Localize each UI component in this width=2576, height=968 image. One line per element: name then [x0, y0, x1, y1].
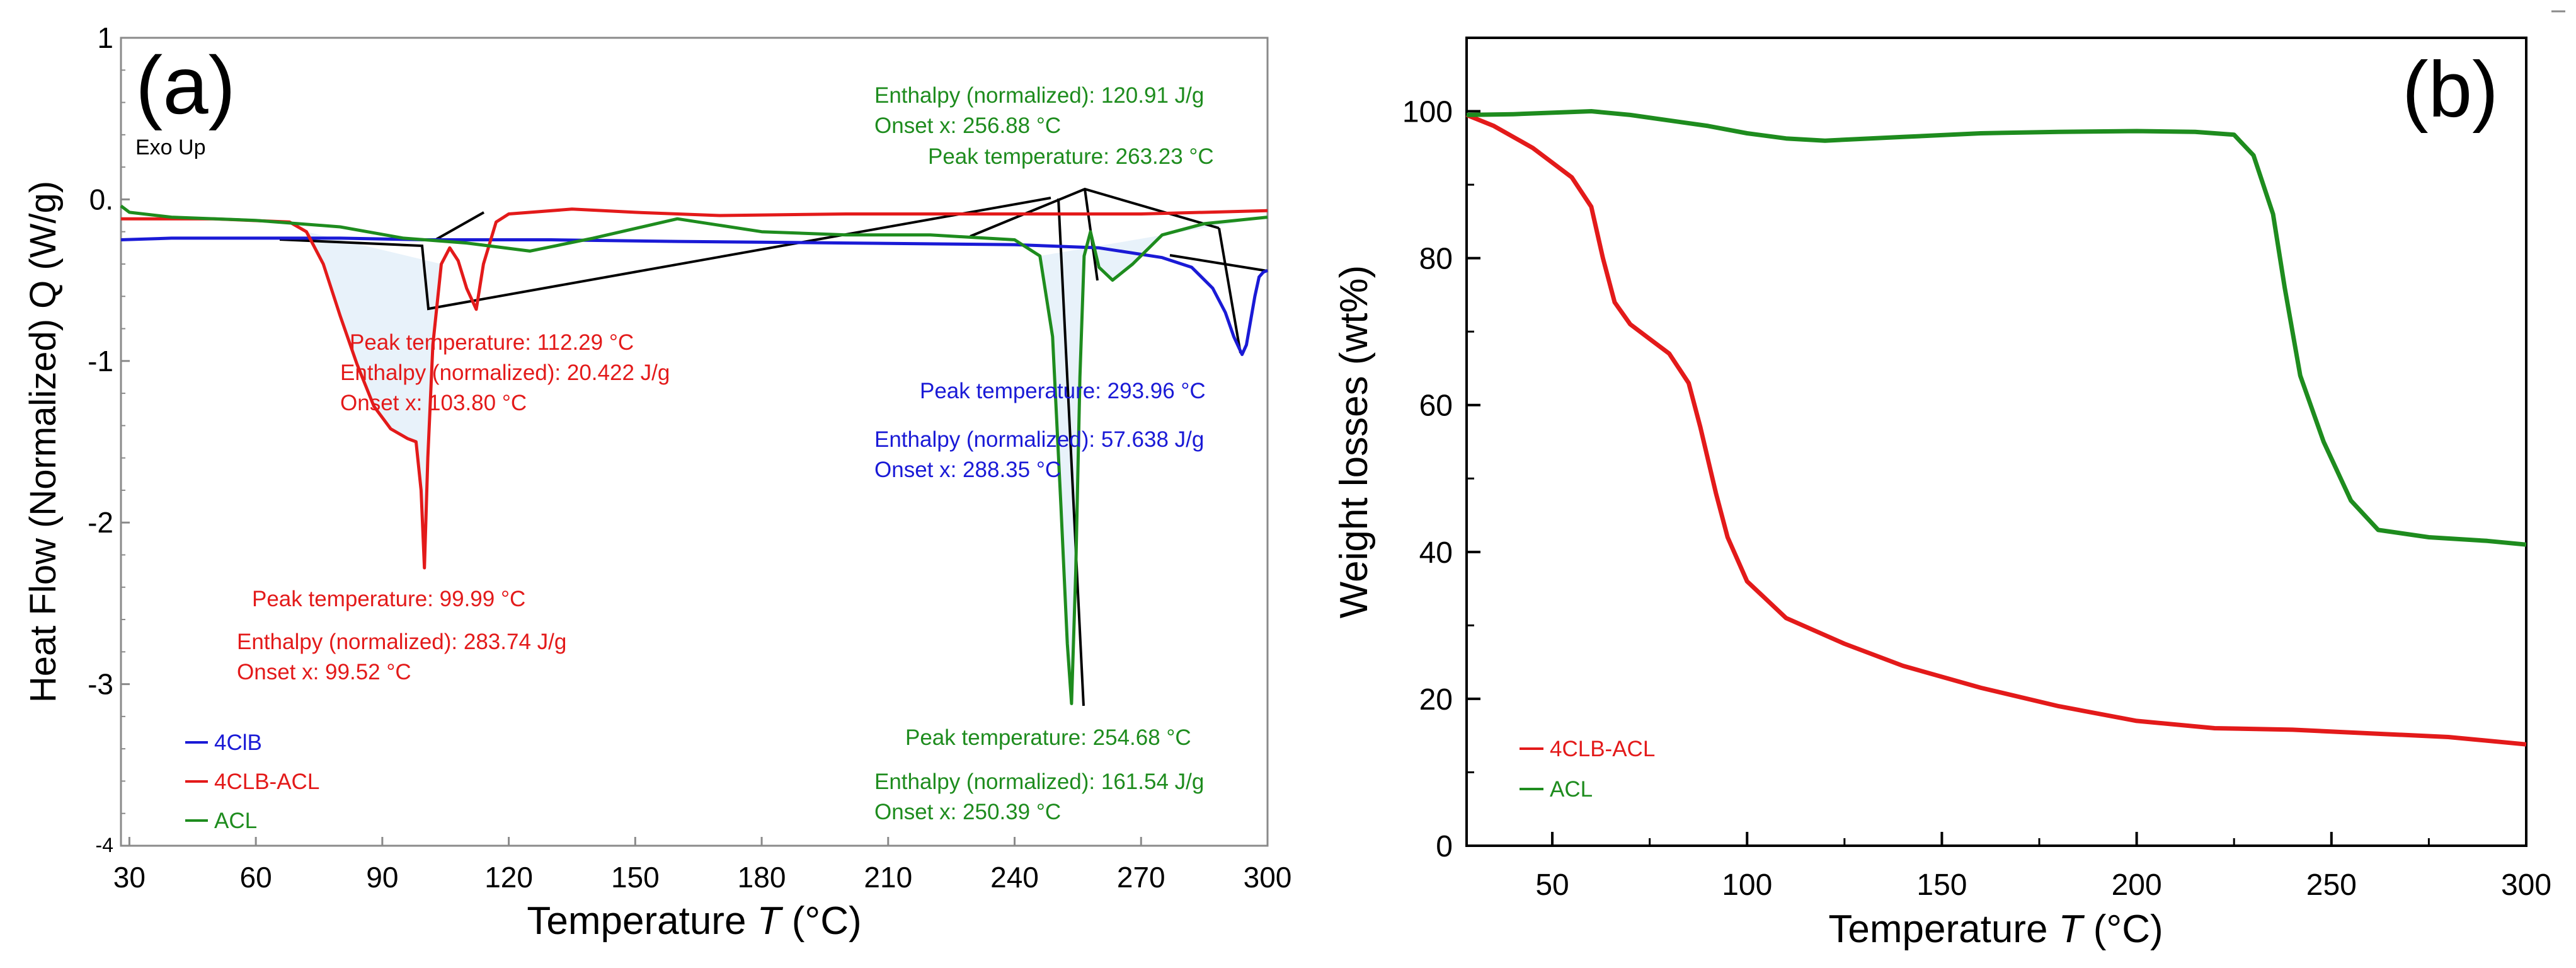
- x-label-a-unit: (°C): [781, 899, 862, 943]
- baseline-4clb-drop: [1218, 228, 1242, 354]
- b-x-tick-label-250: 250: [2306, 868, 2357, 902]
- annotation-1-line-2: Enthalpy (normalized): 20.422 J/g: [340, 360, 670, 385]
- annotation-3-line-2: Onset x: 99.52 °C: [237, 660, 411, 684]
- b-y-tick-label-20: 20: [1419, 683, 1453, 717]
- baseline-4clb-tail: [1169, 254, 1268, 272]
- x-axis-label-b: Temperature T (°C): [1828, 908, 2163, 951]
- annotation-3-line-1: Enthalpy (normalized): 283.74 J/g: [237, 630, 566, 654]
- panel-a-label: (a): [135, 39, 236, 131]
- x-tick-label-30: 30: [113, 861, 146, 894]
- y-tick-label-1: 0.: [89, 183, 113, 216]
- b-x-tick-label-150: 150: [1916, 868, 1967, 902]
- legend-label-4clb: 4ClB: [214, 730, 262, 755]
- y-axis-label-weight-losses: Weight losses (wt%): [1332, 265, 1376, 618]
- panel-b-label: (b): [2402, 46, 2499, 134]
- annotation-8-line-1: Peak temperature: 254.68 °C: [905, 725, 1191, 750]
- b-y-tick-label-0: 0: [1436, 830, 1453, 863]
- annotation-7-line-2: Onset x: 288.35 °C: [874, 458, 1061, 482]
- annotation-2-line-1: Peak temperature: 99.99 °C: [252, 587, 525, 611]
- x-axis-label-a: Temperature T (°C): [527, 899, 861, 943]
- baseline-4clb-acl-peak1: [279, 197, 1051, 311]
- annotation-1-line-1: Peak temperature: 112.29 °C: [350, 330, 634, 355]
- x-tick-label-150: 150: [611, 861, 660, 894]
- tga-panel: 50 100 150 200 250 300 0 20 40 60 80 100 (b) Weight…: [1332, 10, 2565, 951]
- x-tick-label-90: 90: [366, 861, 398, 894]
- b-legend-label-acl: ACL: [1550, 777, 1593, 802]
- annotation-4-line-2: Onset x: 256.88 °C: [874, 113, 1061, 138]
- series-line-4clb-acl: [121, 207, 1268, 570]
- x-label-b-unit: (°C): [2083, 908, 2163, 951]
- panel-a-plot-frame: [120, 37, 1269, 847]
- x-label-b-symbol: T: [2059, 908, 2085, 951]
- annotation-6-line-1: Peak temperature: 293.96 °C: [920, 379, 1206, 403]
- y-tick-label-4: -3: [88, 668, 113, 701]
- b-y-tick-label-100: 100: [1402, 96, 1453, 129]
- dsc-baseline-lines: [279, 187, 1268, 706]
- b-series-line-acl: [1466, 109, 2527, 547]
- b-x-tick-label-100: 100: [1722, 868, 1772, 902]
- annotation-1-line-3: Onset x: 103.80 °C: [340, 391, 527, 415]
- b-y-tick-label-40: 40: [1419, 536, 1453, 570]
- x-label-a-symbol: T: [757, 899, 784, 943]
- x-tick-label-240: 240: [990, 861, 1039, 894]
- annotation-5-line-1: Peak temperature: 263.23 °C: [928, 144, 1214, 169]
- legend-label-4clb-acl: 4CLB-ACL: [214, 769, 319, 794]
- baseline-acl-onset-line: [1057, 198, 1085, 706]
- b-y-tick-label-60: 60: [1419, 389, 1453, 423]
- x-tick-label-300: 300: [1244, 861, 1292, 894]
- x-tick-label-60: 60: [240, 861, 272, 894]
- dsc-panel: 30 60 90 120 150 180 210 240 270 300 1 0. -1 -2 -3 -4 (…: [23, 21, 1291, 943]
- y-axis-label-heat-flow: Heat Flow (Normalized) Q (W/g): [23, 181, 64, 703]
- annotation-7-line-1: Enthalpy (normalized): 57.638 J/g: [874, 427, 1204, 452]
- b-x-tick-label-300: 300: [2501, 868, 2551, 902]
- series-line-4clb: [120, 236, 1268, 356]
- x-tick-label-120: 120: [484, 861, 533, 894]
- x-label-b-text: Temperature: [1828, 908, 2058, 951]
- y-tick-label-2: -1: [88, 345, 113, 377]
- b-series-line-4clb-acl: [1465, 113, 2527, 747]
- baseline-4clb-acl-peak2: [435, 211, 484, 241]
- x-label-a-text: Temperature: [527, 899, 757, 943]
- b-y-tick-label-80: 80: [1419, 243, 1453, 276]
- series-line-acl: [120, 204, 1268, 705]
- annotation-9-line-2: Onset x: 250.39 °C: [874, 800, 1061, 824]
- annotation-9-line-1: Enthalpy (normalized): 161.54 J/g: [874, 769, 1204, 794]
- legend-label-acl: ACL: [214, 809, 257, 833]
- exo-up-note: Exo Up: [135, 135, 206, 159]
- x-tick-label-210: 210: [864, 861, 912, 894]
- y-tick-label-0: 1: [97, 21, 113, 54]
- b-x-tick-label-50: 50: [1535, 868, 1569, 902]
- x-tick-label-270: 270: [1117, 861, 1165, 894]
- b-legend-label-4clb-acl: 4CLB-ACL: [1550, 737, 1655, 761]
- y-tick-label-5: -4: [96, 834, 113, 856]
- annotation-4-line-1: Enthalpy (normalized): 120.91 J/g: [874, 83, 1204, 108]
- x-tick-label-180: 180: [738, 861, 786, 894]
- b-x-tick-label-200: 200: [2112, 868, 2162, 902]
- panel-b-plot-frame: [1465, 37, 2527, 847]
- y-tick-label-3: -2: [88, 506, 113, 539]
